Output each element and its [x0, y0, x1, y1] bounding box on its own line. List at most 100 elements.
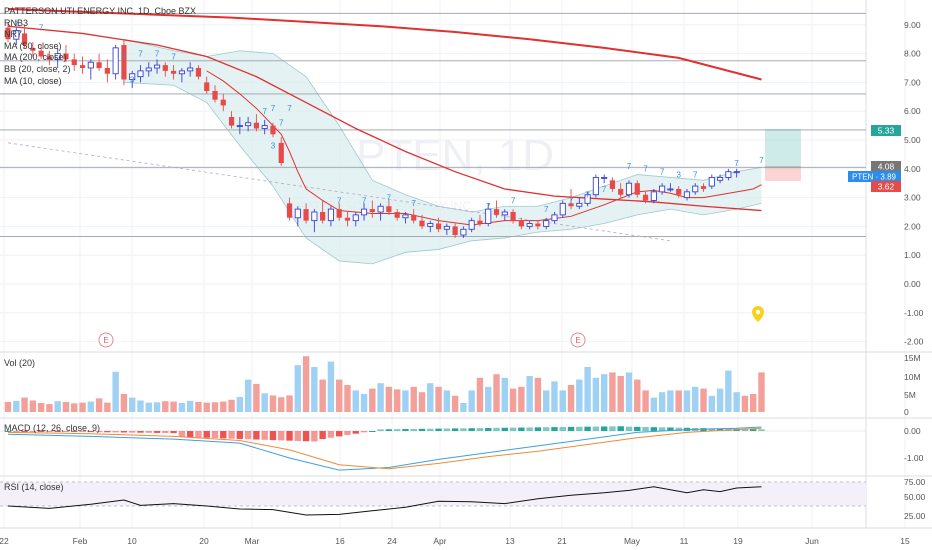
- date-tick: Apr: [433, 536, 446, 546]
- position-box[interactable]: [765, 129, 801, 181]
- signal-label: 7: [602, 185, 607, 194]
- macd-pane: [0, 426, 866, 471]
- volume-bar: [137, 400, 144, 412]
- earnings-marker-feb[interactable]: [98, 332, 114, 348]
- volume-bar: [360, 394, 368, 412]
- volume-bar: [336, 379, 343, 412]
- volume-bar: [153, 402, 161, 412]
- volume-bar: [178, 403, 186, 412]
- macd-hist-bar: [650, 427, 658, 431]
- macd-hist-bar: [294, 431, 301, 441]
- macd-hist-bar: [476, 428, 484, 431]
- symbol-title[interactable]: PATTERSON UTI ENERGY INC, 1D, Cboe BZX: [4, 6, 197, 16]
- price-candles: [5, 21, 740, 238]
- candle-body: [634, 183, 640, 195]
- macd-hist-bar: [592, 426, 600, 431]
- macd-hist-bar: [609, 426, 616, 431]
- signal-label: 7: [759, 156, 764, 165]
- candle-body: [336, 209, 342, 218]
- signal-label: 7: [569, 196, 574, 205]
- pin-icon[interactable]: [752, 306, 764, 322]
- macd-hist-bar: [4, 431, 12, 432]
- volume-bar: [427, 383, 434, 412]
- legend-item[interactable]: BB (20, close, 2): [4, 63, 71, 74]
- earnings-marker-apr[interactable]: [570, 332, 586, 348]
- macd-hist-bar: [336, 431, 343, 437]
- rsi-label[interactable]: RSI (14, close): [4, 482, 64, 492]
- candle-body: [460, 228, 467, 236]
- volume-bar: [750, 394, 757, 412]
- volume-bar: [534, 377, 542, 412]
- volume-tick: 10M: [904, 372, 921, 382]
- volume-bar: [29, 400, 37, 412]
- candle-body: [96, 62, 102, 68]
- candle-body: [352, 214, 359, 222]
- macd-hist-bar: [120, 431, 128, 433]
- date-tick: Mar: [245, 536, 260, 546]
- volume-bar: [526, 376, 533, 412]
- candle-body: [38, 50, 44, 57]
- macd-hist-bar: [220, 431, 227, 439]
- signal-label: 7: [171, 52, 176, 61]
- candle-body: [618, 188, 624, 195]
- earnings-markers[interactable]: E E: [98, 332, 586, 348]
- candle-body: [402, 214, 409, 219]
- macd-hist-bar: [443, 428, 451, 431]
- date-tick: 16: [335, 536, 345, 546]
- macd-hist-bar: [311, 431, 318, 442]
- candle-body: [121, 44, 127, 80]
- macd-hist-bar: [95, 431, 103, 433]
- price-tick: -2.00: [904, 337, 924, 347]
- macd-hist-bar: [493, 427, 500, 431]
- price-tick: -1.00: [904, 308, 924, 318]
- candle-body: [327, 208, 334, 222]
- candle-body: [303, 209, 309, 221]
- volume-bar: [435, 386, 442, 412]
- date-tick: 21: [557, 536, 567, 546]
- macd-hist-bar: [29, 431, 37, 432]
- macd-hist-bar: [758, 429, 765, 431]
- date-tick: 15: [900, 536, 910, 546]
- candle-body: [667, 188, 674, 191]
- legend-item[interactable]: RNB3: [4, 17, 29, 28]
- macd-hist-bar: [716, 428, 724, 431]
- macd-hist-bar: [393, 429, 401, 431]
- candle-body: [236, 125, 243, 128]
- volume-label[interactable]: Vol (20): [4, 358, 36, 368]
- macd-hist-bar: [402, 429, 409, 431]
- macd-hist-bar: [153, 431, 161, 433]
- signal-label: 7: [660, 168, 665, 177]
- axes: 9.00 8.00 7.00 6.00 5.00 4.00 3.00 2.00 1.00 0.00…: [0, 20, 926, 546]
- macd-hist-bar: [567, 426, 575, 431]
- volume-bar: [104, 402, 111, 412]
- macd-hist-bar: [71, 431, 78, 432]
- volume-bar: [584, 367, 591, 412]
- candle-body: [485, 208, 492, 224]
- rsi-line: [7, 486, 762, 516]
- macd-hist-bar: [278, 431, 285, 441]
- macd-hist-bar: [211, 431, 219, 439]
- volume-bar: [344, 385, 351, 412]
- volume-bar: [451, 395, 459, 412]
- legend-item[interactable]: MA (50, close): [4, 40, 62, 51]
- signal-label: 7: [486, 202, 491, 211]
- legend-item[interactable]: MA (200, close): [4, 52, 67, 63]
- macd-hist-bar: [576, 426, 583, 431]
- candle-body: [369, 209, 375, 212]
- macd-hist-bar: [559, 427, 566, 431]
- macd-hist-bar: [600, 426, 608, 431]
- macd-hist-bar: [244, 431, 252, 440]
- candle-body: [377, 205, 384, 213]
- top-badge-bg: [871, 125, 901, 136]
- candle-body: [145, 67, 152, 72]
- date-tick: 20: [199, 536, 209, 546]
- macd-hist-bar: [162, 431, 169, 434]
- stop-zone: [765, 167, 801, 181]
- volume-bar: [518, 386, 525, 412]
- rsi-tick: 50.00: [904, 492, 926, 502]
- legend-item[interactable]: MA (10, close): [4, 75, 62, 86]
- macd-hist-bar: [195, 431, 202, 438]
- legend-item[interactable]: NR7: [4, 29, 23, 40]
- macd-label[interactable]: MACD (12, 26, close, 9): [4, 423, 101, 433]
